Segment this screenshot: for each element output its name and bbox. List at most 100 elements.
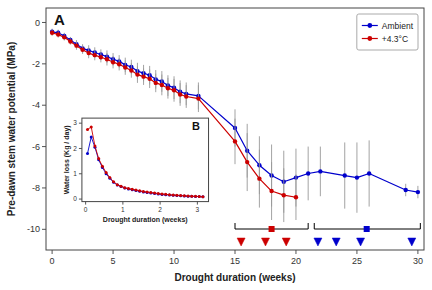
series-point xyxy=(50,31,54,35)
plot-frame xyxy=(82,118,209,201)
series-point xyxy=(201,195,204,198)
series-point xyxy=(117,62,121,66)
series-point xyxy=(153,192,156,195)
y-tick-label: -4 xyxy=(32,100,40,110)
chart-group: 01230123BDrought duration (weeks)Water l… xyxy=(63,118,209,223)
series-point xyxy=(183,194,186,197)
series-point xyxy=(138,190,141,193)
x-tick-label: 15 xyxy=(230,256,240,266)
series-point xyxy=(105,57,109,61)
y-tick-label: 0 xyxy=(35,18,40,28)
series-point xyxy=(164,193,167,196)
legend-label: Ambient xyxy=(382,21,414,31)
series-point xyxy=(282,193,286,197)
series-point xyxy=(172,194,175,197)
x-tick xyxy=(295,250,296,254)
series-point xyxy=(343,173,347,177)
series-point xyxy=(135,72,139,76)
series-point xyxy=(131,188,134,191)
plot-background xyxy=(46,8,424,250)
plot-background xyxy=(82,118,209,201)
legend-swatch-marker xyxy=(367,23,372,28)
x-tick xyxy=(417,250,418,254)
death-marker xyxy=(332,238,340,246)
x-tick xyxy=(356,250,357,254)
y-tick-label: -6 xyxy=(32,142,40,152)
y-tick-label: -10 xyxy=(27,224,40,234)
series-point xyxy=(127,187,130,190)
y-tick xyxy=(42,146,46,147)
panel-title: B xyxy=(192,120,200,132)
death-marker xyxy=(314,238,322,246)
y-axis-label: Water loss (Kg / day) xyxy=(63,125,71,194)
series-point xyxy=(187,195,190,198)
legend: Ambient +4.3°C xyxy=(357,14,418,50)
series-point xyxy=(160,193,163,196)
series-point xyxy=(160,193,163,196)
death-marker xyxy=(282,238,290,246)
x-axis-label: Drought duration (weeks) xyxy=(103,216,188,224)
x-tick xyxy=(52,250,53,254)
y-tick-label: -2 xyxy=(32,59,40,69)
series-point xyxy=(367,171,371,175)
series-point xyxy=(123,186,126,189)
series-point xyxy=(168,194,171,197)
series-point xyxy=(90,125,93,128)
series-point xyxy=(62,35,66,39)
series-point xyxy=(160,83,164,87)
series-point xyxy=(179,194,182,197)
y-tick-label: 0 xyxy=(73,195,77,202)
mortality-bracket-mid xyxy=(364,226,370,232)
series-point xyxy=(74,43,78,47)
series-point xyxy=(175,194,178,197)
series-point xyxy=(194,195,197,198)
series-point xyxy=(183,195,186,198)
x-tick-label: 0 xyxy=(84,206,88,213)
y-axis-label: Pre-dawn stem water potential (MPa) xyxy=(6,42,17,216)
series-point xyxy=(194,195,197,198)
x-tick-label: 30 xyxy=(413,256,423,266)
series-point xyxy=(257,176,261,180)
series-point xyxy=(93,144,96,147)
series-point xyxy=(101,165,104,168)
series-point xyxy=(149,191,152,194)
series-point xyxy=(123,186,126,189)
series-point xyxy=(134,189,137,192)
series-point xyxy=(416,190,420,194)
series-point xyxy=(142,190,145,193)
series-line xyxy=(88,137,203,197)
series-point xyxy=(184,94,188,98)
panel-title: A xyxy=(54,11,65,28)
y-tick-label: 3 xyxy=(73,119,77,126)
y-tick xyxy=(42,22,46,23)
x-axis-label: Drought duration (weeks) xyxy=(174,272,295,283)
series-point xyxy=(306,171,310,175)
series-point xyxy=(86,51,90,55)
series-point xyxy=(90,136,93,139)
x-tick xyxy=(113,250,114,254)
series-point xyxy=(56,32,60,36)
y-tick xyxy=(42,105,46,106)
series-point xyxy=(294,195,298,199)
series-point xyxy=(164,193,167,196)
series-point xyxy=(129,68,133,72)
chart-group: 0510152025300-2-4-6-8-10ADrought duratio… xyxy=(6,8,424,283)
series-point xyxy=(93,53,97,57)
series-point xyxy=(97,157,100,160)
series-point xyxy=(108,176,111,179)
series-point xyxy=(168,193,171,196)
legend-label: +4.3°C xyxy=(382,34,408,44)
plot-data xyxy=(50,29,420,222)
series-point xyxy=(318,169,322,173)
x-tick-label: 2 xyxy=(158,206,162,213)
series-point xyxy=(355,175,359,179)
plot-data xyxy=(86,125,204,198)
x-tick-label: 10 xyxy=(169,256,179,266)
series-point xyxy=(233,139,237,143)
x-tick-label: 20 xyxy=(291,256,301,266)
death-marker xyxy=(357,238,365,246)
series-point xyxy=(149,191,152,194)
series-point xyxy=(116,183,119,186)
y-tick-label: 2 xyxy=(73,145,77,152)
series-point xyxy=(245,160,249,164)
